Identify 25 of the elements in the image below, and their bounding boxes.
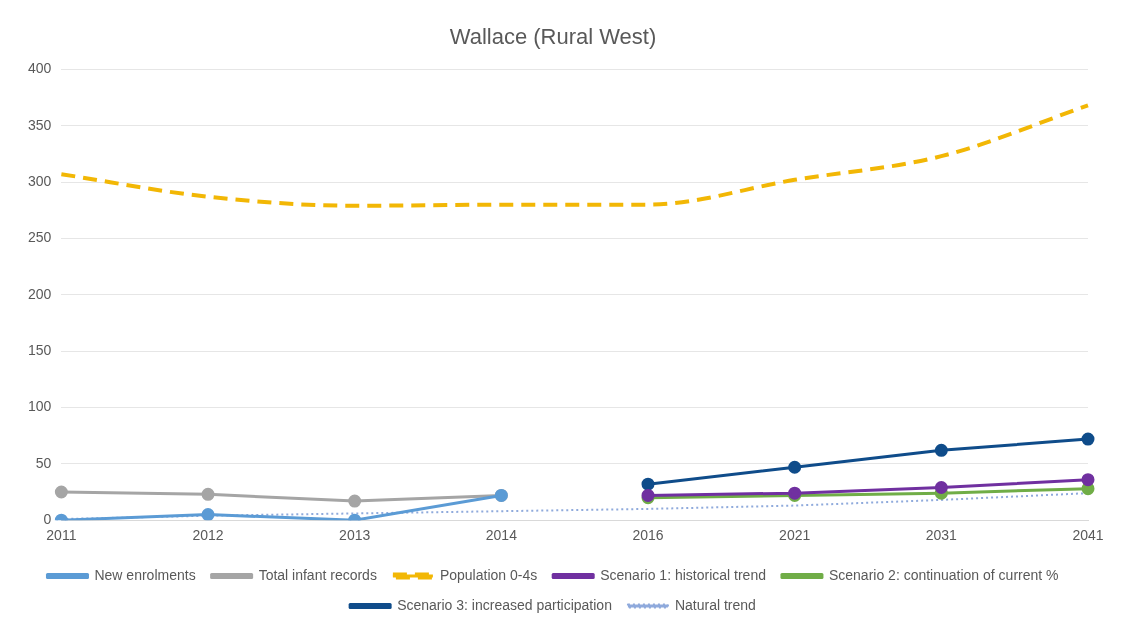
legend-label: Scenario 1: historical trend	[600, 566, 766, 583]
y-tick-label: 400	[28, 60, 52, 77]
y-tick-label: 100	[28, 398, 52, 415]
legend-label: Natural trend	[674, 596, 756, 613]
x-tick-label: 2031	[925, 527, 958, 544]
x-tick-label: 2013	[339, 527, 371, 544]
y-tick-label: 200	[28, 285, 52, 302]
x-tick-label: 2012	[192, 527, 224, 544]
y-tick-label: 0	[43, 511, 52, 528]
y-tick-label: 250	[28, 229, 52, 246]
y-tick-label: 350	[28, 116, 52, 133]
x-tick-label: 2011	[46, 527, 77, 544]
legend-label: Population 0-4s	[439, 566, 538, 583]
chart-title: Wallace (Rural West)	[449, 24, 657, 50]
y-tick-label: 150	[28, 342, 52, 359]
y-tick-label: 50	[35, 454, 52, 471]
x-tick-label: 2016	[632, 527, 664, 544]
y-tick-label: 300	[28, 172, 52, 189]
x-tick-label: 2014	[485, 527, 518, 544]
legend-label: Total infant records	[258, 566, 377, 583]
legend-label: New enrolments	[94, 566, 196, 583]
x-tick-label: 2041	[1072, 527, 1104, 544]
x-tick-label: 2021	[779, 527, 811, 544]
legend-label: Scenario 2: continuation of current %	[828, 566, 1059, 583]
legend-label: Scenario 3: increased participation	[397, 596, 612, 613]
